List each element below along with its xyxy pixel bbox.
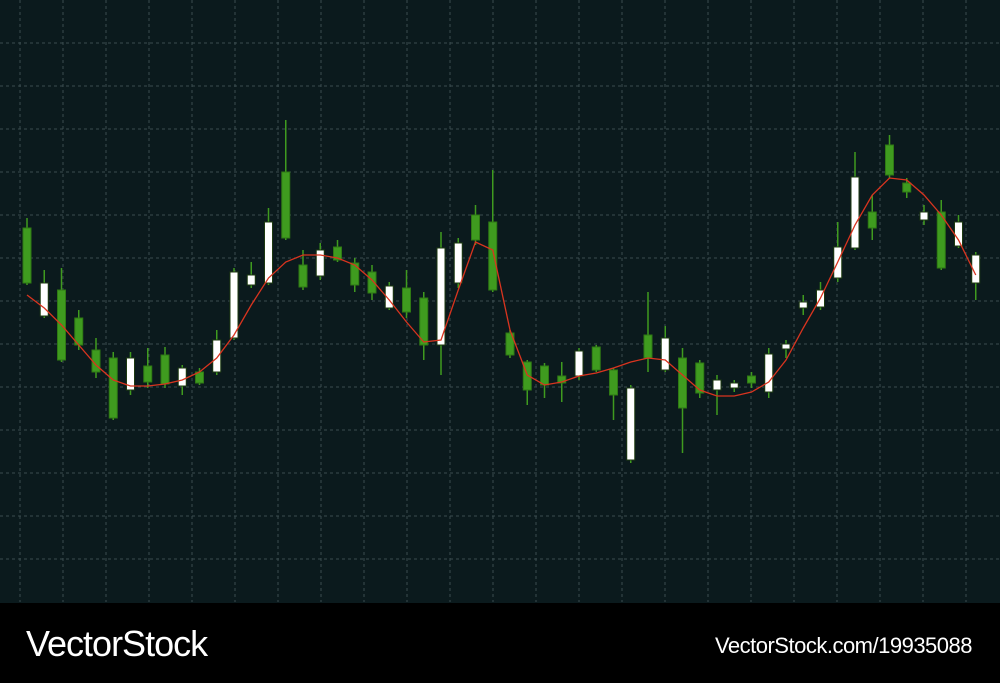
candle-body	[126, 357, 135, 391]
brand: VectorStock	[26, 623, 208, 664]
candle-body	[177, 367, 187, 387]
candle-body	[108, 357, 118, 419]
candle-body	[971, 254, 981, 284]
candle-body	[367, 271, 377, 294]
candle-body	[436, 247, 446, 346]
candle-body	[902, 182, 912, 193]
candle-body	[160, 354, 170, 385]
candle-body	[678, 357, 687, 409]
candle-body	[557, 375, 567, 384]
candle-body	[540, 365, 549, 386]
candle-body	[350, 262, 360, 286]
candle-body	[264, 221, 273, 284]
candle-body	[419, 297, 429, 346]
candle-body	[246, 274, 256, 286]
candle-body	[954, 221, 963, 247]
candle-body	[764, 353, 774, 393]
candle-body	[729, 382, 739, 389]
candle-body	[298, 264, 308, 288]
candle-body	[143, 365, 153, 383]
candle-body	[522, 361, 532, 391]
candle-body	[333, 246, 342, 261]
candle-body	[212, 339, 222, 373]
candle-body	[885, 144, 894, 176]
candle-body	[695, 362, 705, 394]
candle-body	[505, 332, 515, 356]
moving-average-line	[26, 177, 977, 397]
candle-body	[867, 211, 877, 229]
candle-body	[39, 282, 49, 317]
candle-body	[936, 211, 946, 269]
chart	[0, 0, 1000, 603]
candle-body	[747, 375, 756, 384]
candle-body	[919, 211, 929, 221]
candle-body	[229, 271, 239, 339]
candle-body	[315, 249, 325, 277]
candle-body	[591, 346, 601, 371]
candle-body	[281, 171, 291, 239]
candle-body	[609, 369, 618, 396]
candle-body	[660, 337, 670, 371]
candle-body	[643, 334, 653, 359]
candle-body	[384, 285, 394, 309]
candle-body	[402, 287, 411, 313]
candle-body	[850, 176, 860, 249]
candle-body	[712, 379, 722, 391]
candle-body	[22, 227, 32, 284]
candle-body	[798, 301, 808, 309]
footer: VectorStock VectorStock.com/19935088	[0, 603, 1000, 683]
candle-body	[626, 387, 636, 461]
candle-body	[574, 350, 584, 377]
candle-body	[453, 242, 463, 284]
candle-body	[488, 221, 498, 291]
candle-body	[471, 214, 480, 241]
image-id: VectorStock.com/19935088	[714, 633, 973, 658]
candle-body	[781, 343, 791, 350]
